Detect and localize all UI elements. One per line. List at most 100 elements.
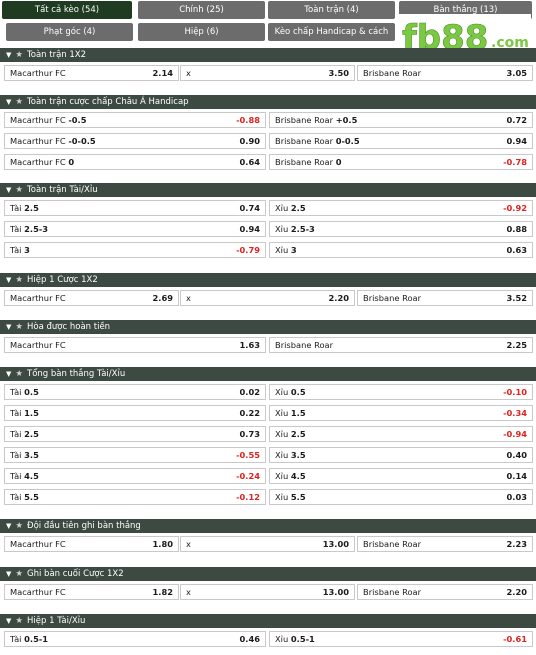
odds-value: 0.73 xyxy=(239,429,260,439)
collapse-chevron-icon[interactable]: ▼ xyxy=(6,98,12,106)
selection-label: Tài xyxy=(10,245,22,255)
tab-all-markets[interactable]: Tất cả kèo (54) xyxy=(2,1,132,19)
odds-cell[interactable]: Brisbane Roar 2.23 xyxy=(357,536,533,552)
odds-cell[interactable]: Tài 1.5 0.22 xyxy=(4,405,266,421)
market-header[interactable]: ▼ ★ Đội đầu tiên ghi bàn thắng xyxy=(0,519,536,533)
collapse-chevron-icon[interactable]: ▼ xyxy=(6,323,12,331)
odds-cell[interactable]: x 13.00 xyxy=(180,584,355,600)
odds-cell[interactable]: x 2.20 xyxy=(180,290,355,306)
odds-cell[interactable]: Xỉu 4.5 0.14 xyxy=(269,468,533,484)
odds-cell[interactable]: Tài 0.5 0.02 xyxy=(4,384,266,400)
odds-cell[interactable]: Brisbane Roar 3.52 xyxy=(357,290,533,306)
selection-label: Brisbane Roar xyxy=(275,115,334,125)
market-header[interactable]: ▼ ★ Hiệp 1 Cược 1X2 xyxy=(0,273,536,287)
favorite-star-icon[interactable]: ★ xyxy=(15,369,24,379)
odds-cell[interactable]: Xỉu 1.5 -0.34 xyxy=(269,405,533,421)
odds-cell[interactable]: Brisbane Roar 3.05 xyxy=(357,65,533,81)
odds-cell[interactable]: Macarthur FC 2.14 xyxy=(4,65,179,81)
handicap-line: 0.5 xyxy=(24,387,39,397)
market-header[interactable]: ▼ ★ Ghi bàn cuối Cược 1X2 xyxy=(0,567,536,581)
market-section: ▼ ★ Toàn trận Tài/Xỉu Tài 2.5 0.74 Xỉu 2.5 -0.… xyxy=(0,183,536,260)
favorite-star-icon[interactable]: ★ xyxy=(15,521,24,531)
market-section: ▼ ★ Toàn trận 1X2 Macarthur FC 2.14 x 3.50 Bris… xyxy=(0,48,536,83)
odds-cell[interactable]: Xỉu 2.5 -0.94 xyxy=(269,426,533,442)
favorite-star-icon[interactable]: ★ xyxy=(15,322,24,332)
odds-cell[interactable]: Brisbane Roar 2.25 xyxy=(269,337,533,353)
market-title: Toàn trận Tài/Xỉu xyxy=(27,185,98,195)
collapse-chevron-icon[interactable]: ▼ xyxy=(6,370,12,378)
selection-label: Xỉu xyxy=(275,408,289,418)
favorite-star-icon[interactable]: ★ xyxy=(15,275,24,285)
odds-cell[interactable]: Macarthur FC 0 0.64 xyxy=(4,154,266,170)
tab-corners[interactable]: Phạt góc (4) xyxy=(6,23,133,41)
odds-cell[interactable]: Tài 4.5 -0.24 xyxy=(4,468,266,484)
tab-halves[interactable]: Hiệp (6) xyxy=(138,23,265,41)
market-header[interactable]: ▼ ★ Tổng bàn thắng Tài/Xỉu xyxy=(0,367,536,381)
odds-cell[interactable]: Xỉu 3.5 0.40 xyxy=(269,447,533,463)
odds-cell[interactable]: Macarthur FC 1.80 xyxy=(4,536,179,552)
collapse-chevron-icon[interactable]: ▼ xyxy=(6,51,12,59)
odds-value: 0.14 xyxy=(506,471,527,481)
selection-label: Tài xyxy=(10,387,22,397)
selection-label: Tài xyxy=(10,224,22,234)
odds-cell[interactable]: Xỉu 3 0.63 xyxy=(269,242,533,258)
handicap-line: 0-0.5 xyxy=(335,136,360,146)
selection-label: Tài xyxy=(10,203,22,213)
odds-cell[interactable]: Brisbane Roar 0 -0.78 xyxy=(269,154,533,170)
odds-cell[interactable]: Macarthur FC 1.63 xyxy=(4,337,266,353)
collapse-chevron-icon[interactable]: ▼ xyxy=(6,570,12,578)
odds-cell[interactable]: x 13.00 xyxy=(180,536,355,552)
market-header[interactable]: ▼ ★ Toàn trận cược chấp Châu Á Handicap xyxy=(0,95,536,109)
odds-cell[interactable]: Macarthur FC -0.5 -0.88 xyxy=(4,112,266,128)
handicap-line: 0.5 xyxy=(290,387,306,397)
favorite-star-icon[interactable]: ★ xyxy=(15,97,24,107)
favorite-star-icon[interactable]: ★ xyxy=(15,569,24,579)
favorite-star-icon[interactable]: ★ xyxy=(15,185,24,195)
odds-cell[interactable]: Xỉu 0.5 -0.10 xyxy=(269,384,533,400)
tab-main[interactable]: Chính (25) xyxy=(138,1,265,19)
market-header[interactable]: ▼ ★ Toàn trận Tài/Xỉu xyxy=(0,183,536,197)
odds-cell[interactable]: Macarthur FC 2.69 xyxy=(4,290,179,306)
collapse-chevron-icon[interactable]: ▼ xyxy=(6,617,12,625)
odds-cell[interactable]: Brisbane Roar 2.20 xyxy=(357,584,533,600)
favorite-star-icon[interactable]: ★ xyxy=(15,616,24,626)
odds-value: 0.40 xyxy=(506,450,527,460)
market-header[interactable]: ▼ ★ Toàn trận 1X2 xyxy=(0,48,536,62)
handicap-line: -0-0.5 xyxy=(68,136,96,146)
tab-full-match[interactable]: Toàn trận (4) xyxy=(268,1,395,19)
tab-handicap[interactable]: Kèo chấp Handicap & cách biệt (3) xyxy=(268,23,395,55)
odds-row: Macarthur FC -0-0.5 0.90 Brisbane Roar 0-0… xyxy=(0,131,536,151)
odds-cell[interactable]: Tài 2.5 0.74 xyxy=(4,200,266,216)
collapse-chevron-icon[interactable]: ▼ xyxy=(6,186,12,194)
odds-cell[interactable]: Tài 0.5-1 0.46 xyxy=(4,631,266,647)
odds-cell[interactable]: Brisbane Roar +0.5 0.72 xyxy=(269,112,533,128)
handicap-line: 2.5 xyxy=(290,429,306,439)
odds-cell[interactable]: Tài 3 -0.79 xyxy=(4,242,266,258)
odds-cell[interactable]: Tài 5.5 -0.12 xyxy=(4,489,266,505)
collapse-chevron-icon[interactable]: ▼ xyxy=(6,522,12,530)
odds-row: Tài 2.5-3 0.94 Xỉu 2.5-3 0.88 xyxy=(0,219,536,239)
market-header[interactable]: ▼ ★ Hiệp 1 Tài/Xỉu xyxy=(0,614,536,628)
odds-cell[interactable]: Xỉu 5.5 0.03 xyxy=(269,489,533,505)
odds-cell[interactable]: Macarthur FC 1.82 xyxy=(4,584,179,600)
favorite-star-icon[interactable]: ★ xyxy=(15,50,24,60)
odds-cell[interactable]: x 3.50 xyxy=(180,65,355,81)
odds-value: 2.25 xyxy=(506,340,527,350)
selection-label: Tài xyxy=(10,408,22,418)
odds-cell[interactable]: Xỉu 2.5-3 0.88 xyxy=(269,221,533,237)
handicap-line: 1.5 xyxy=(290,408,306,418)
odds-cell[interactable]: Tài 3.5 -0.55 xyxy=(4,447,266,463)
odds-cell[interactable]: Tài 2.5-3 0.94 xyxy=(4,221,266,237)
selection-label: Macarthur FC xyxy=(10,293,66,303)
handicap-line: -0.5 xyxy=(68,115,87,125)
odds-cell[interactable]: Xỉu 2.5 -0.92 xyxy=(269,200,533,216)
market-header[interactable]: ▼ ★ Hòa được hoàn tiền xyxy=(0,320,536,334)
selection-label: Macarthur FC xyxy=(10,587,66,597)
collapse-chevron-icon[interactable]: ▼ xyxy=(6,276,12,284)
odds-cell[interactable]: Tài 2.5 0.73 xyxy=(4,426,266,442)
odds-cell[interactable]: Macarthur FC -0-0.5 0.90 xyxy=(4,133,266,149)
odds-value: -0.61 xyxy=(503,634,527,644)
odds-cell[interactable]: Xỉu 0.5-1 -0.61 xyxy=(269,631,533,647)
odds-value: 0.03 xyxy=(506,492,527,502)
odds-cell[interactable]: Brisbane Roar 0-0.5 0.94 xyxy=(269,133,533,149)
